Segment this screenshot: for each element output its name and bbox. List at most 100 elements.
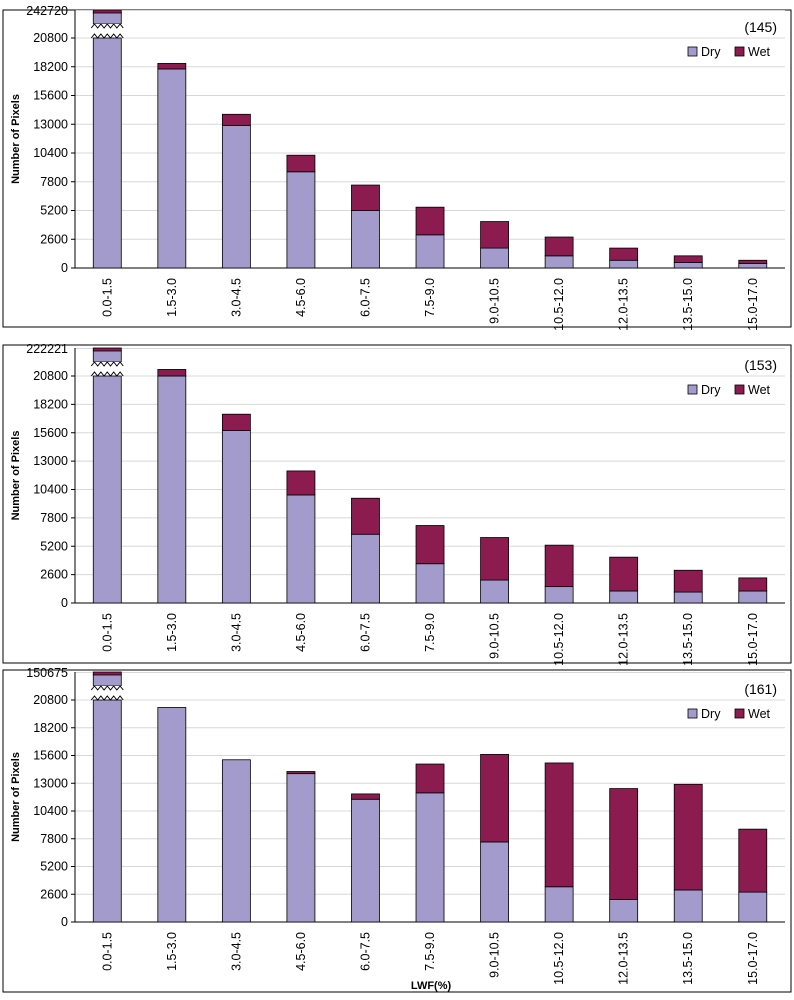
x-tick-label: 1.5-3.0 <box>165 278 179 317</box>
bar-wet <box>92 9 122 14</box>
bar-dry <box>92 37 122 269</box>
x-tick-label: 15.0-17.0 <box>746 932 760 985</box>
axis-break-mark <box>90 361 124 367</box>
x-tick-label: 0.0-1.5 <box>100 278 114 317</box>
bar-dry-top <box>92 11 122 25</box>
x-tick-label: 10.5-12.0 <box>552 613 566 666</box>
legend-swatch-dry <box>687 384 698 395</box>
legend: Dry Wet <box>687 383 771 397</box>
bar-wet <box>351 793 380 800</box>
y-tick-label: 13000 <box>33 117 68 131</box>
bar-wet <box>480 754 509 843</box>
axis-break-mark <box>90 23 124 29</box>
bar-dry <box>157 707 187 923</box>
bar-wet <box>609 247 639 261</box>
bar-dry <box>92 699 122 923</box>
y-tick-label: 13000 <box>33 454 68 468</box>
bar-wet <box>480 221 509 249</box>
bar-wet <box>738 259 768 264</box>
bar-dry <box>609 899 639 923</box>
y-top-value-label: 222221 <box>26 342 68 356</box>
bar-dry <box>480 579 509 604</box>
bar-dry <box>544 586 574 604</box>
legend-label-dry: Dry <box>701 45 721 59</box>
y-tick-label: 5200 <box>40 860 68 874</box>
axis-break-gap <box>91 24 124 36</box>
axis-break-gap <box>91 686 124 698</box>
bar-dry <box>480 247 509 269</box>
chart-panel-2: 0 2600 5200 7800 10400 13000 15600 18200 20800 22… <box>2 342 792 666</box>
bar-wet <box>415 206 445 236</box>
bar-wet <box>221 113 251 126</box>
bar-wet <box>286 771 316 775</box>
legend-swatch-wet <box>734 46 745 57</box>
bar-dry <box>286 773 316 923</box>
y-top-value-label: 242720 <box>26 4 68 18</box>
bar-dry <box>415 792 445 923</box>
y-tick-label: 0 <box>61 915 68 929</box>
bar-dry <box>673 591 703 604</box>
bar-dry <box>544 886 574 923</box>
bar-wet <box>415 525 445 565</box>
bar-wet <box>92 347 122 352</box>
bar-wet <box>157 63 187 70</box>
y-tick-label: 10400 <box>33 146 68 160</box>
legend-label-dry: Dry <box>701 707 721 721</box>
bar-wet <box>92 671 122 676</box>
y-tick-label: 20800 <box>33 31 68 45</box>
legend-label-dry: Dry <box>701 383 721 397</box>
y-tick-label: 15600 <box>33 89 68 103</box>
bar-wet <box>609 556 639 592</box>
y-tick-label: 18200 <box>33 721 68 735</box>
y-tick-label: 18200 <box>33 397 68 411</box>
y-tick-label: 10400 <box>33 483 68 497</box>
x-tick-label: 4.5-6.0 <box>294 932 308 971</box>
bar-wet <box>221 413 251 431</box>
bar-dry <box>221 430 251 604</box>
bar-dry <box>221 124 251 269</box>
x-tick-label: 3.0-4.5 <box>229 613 243 652</box>
bar-dry <box>286 171 316 269</box>
legend-label-wet: Wet <box>748 707 771 721</box>
legend: Dry Wet <box>687 45 771 59</box>
y-tick-label: 5200 <box>40 539 68 553</box>
bar-wet <box>738 828 768 893</box>
bar-dry <box>351 210 380 269</box>
bar-dry <box>92 375 122 604</box>
panel-label: (145) <box>744 19 777 35</box>
axis-break-mark <box>90 33 124 39</box>
bar-wet <box>544 236 574 257</box>
y-tick-label: 2600 <box>40 887 68 901</box>
bar-wet <box>480 537 509 581</box>
bar-wet <box>157 369 187 377</box>
x-tick-label: 12.0-13.5 <box>617 613 631 666</box>
bar-dry-top <box>92 349 122 363</box>
y-tick-label: 7800 <box>40 511 68 525</box>
y-tick-label: 0 <box>61 596 68 610</box>
chart-panel-1: 0 2600 5200 7800 10400 13000 15600 18200 20800 24… <box>2 4 792 331</box>
panel-label: (161) <box>744 681 777 697</box>
bar-dry <box>673 889 703 923</box>
y-tick-label: 20800 <box>33 369 68 383</box>
panel-label: (153) <box>744 357 777 373</box>
y-tick-label: 5200 <box>40 204 68 218</box>
bar-wet <box>351 497 380 535</box>
bar-dry <box>415 563 445 604</box>
legend-swatch-dry <box>687 708 698 719</box>
panel-border <box>2 344 792 664</box>
x-tick-label: 9.0-10.5 <box>488 278 502 324</box>
y-tick-label: 7800 <box>40 832 68 846</box>
bar-dry <box>480 841 509 923</box>
x-tick-label: 7.5-9.0 <box>423 932 437 971</box>
y-tick-label: 2600 <box>40 568 68 582</box>
bar-wet <box>609 788 639 900</box>
x-tick-label: 12.0-13.5 <box>617 278 631 331</box>
legend-swatch-dry <box>687 46 698 57</box>
panel-border <box>2 669 792 993</box>
axis-break-mark <box>90 695 124 701</box>
x-tick-label: 4.5-6.0 <box>294 278 308 317</box>
axis-break-gap <box>91 362 124 374</box>
x-tick-label: 7.5-9.0 <box>423 278 437 317</box>
bar-dry <box>609 259 639 269</box>
bar-dry <box>415 234 445 269</box>
